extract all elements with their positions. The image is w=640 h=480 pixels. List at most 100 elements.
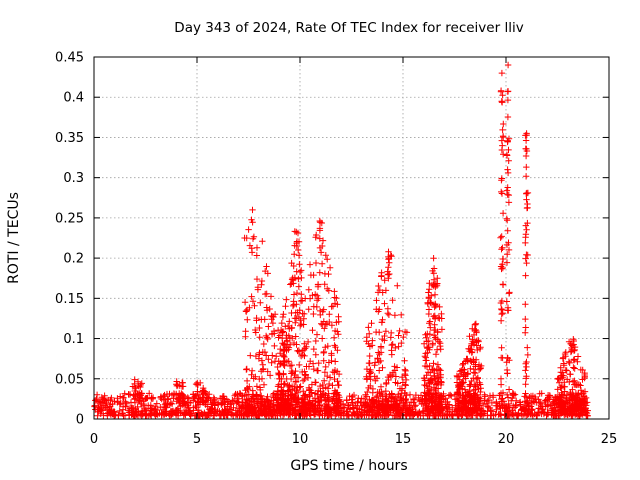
data-point [274,387,281,395]
data-point [557,384,564,391]
data-point [401,357,408,364]
data-point [522,152,530,160]
data-point [211,395,218,403]
data-point [308,389,315,396]
data-point [242,333,249,340]
data-point [438,326,446,333]
data-point [269,352,276,359]
data-point [346,392,353,400]
data-point [305,400,312,407]
data-point [462,375,469,382]
data-point [407,404,414,411]
data-point [253,244,261,251]
data-point [498,344,505,351]
data-point [277,360,284,367]
data-point [279,313,287,321]
data-point [335,331,342,338]
data-point [423,334,430,341]
data-point [259,348,266,356]
data-point [458,367,465,374]
data-point [103,399,110,407]
data-point [435,314,442,321]
data-point [293,238,301,245]
data-point [399,404,407,412]
data-point [308,401,316,408]
data-point [535,396,542,403]
data-point [298,291,305,298]
data-point [422,396,429,403]
data-point [314,281,322,288]
data-point [269,411,276,418]
data-point [499,395,506,402]
y-axis-label: ROTI / TECUs [6,192,22,284]
data-point [304,338,312,346]
data-point [402,382,409,389]
data-point [295,252,303,259]
data-point [258,392,265,399]
data-point [280,311,287,318]
data-point [382,380,390,388]
data-point [333,294,340,302]
data-point [297,317,304,324]
data-point [522,407,529,414]
data-point [524,251,531,259]
data-point [379,364,386,371]
data-point [286,318,293,325]
data-point [307,412,314,419]
data-point [385,271,392,278]
data-point [402,389,409,397]
data-point [366,396,373,403]
data-point [148,409,156,417]
data-point [321,325,328,332]
data-point [522,315,529,323]
data-point [581,369,588,377]
data-point [578,401,585,409]
data-point [288,361,295,369]
data-point [416,408,423,416]
data-point [123,400,130,407]
data-point [345,412,352,419]
data-point [429,341,436,349]
data-point [420,340,428,347]
data-point [256,334,263,341]
data-point [367,376,374,383]
data-point [403,407,410,415]
data-point [472,369,479,377]
data-point [497,234,504,241]
data-point [367,406,374,413]
data-point [283,337,291,344]
data-point [425,289,432,296]
data-point [278,319,285,327]
data-point [523,394,530,401]
data-point [382,407,389,414]
data-point [253,383,261,390]
data-point [371,373,378,380]
data-point [375,358,383,366]
data-point [349,408,357,416]
data-point [398,311,405,319]
data-point [282,344,289,351]
data-point [477,388,484,396]
data-point [425,306,433,313]
data-point [381,277,388,284]
x-tick-label: 0 [90,432,98,447]
data-point [504,88,512,95]
data-point [331,369,338,376]
data-point [496,392,503,399]
data-point [522,173,530,180]
data-point [522,255,529,262]
data-point [366,352,373,360]
data-point [432,351,440,358]
data-point [505,146,512,154]
data-point [527,410,534,418]
data-point [318,320,325,327]
data-point [293,387,300,395]
data-point [317,249,325,256]
data-point [431,291,439,298]
data-point [312,259,320,267]
data-point [166,410,173,417]
data-point [570,357,578,364]
data-point [426,286,433,293]
data-point [496,410,503,418]
data-point [188,410,196,417]
